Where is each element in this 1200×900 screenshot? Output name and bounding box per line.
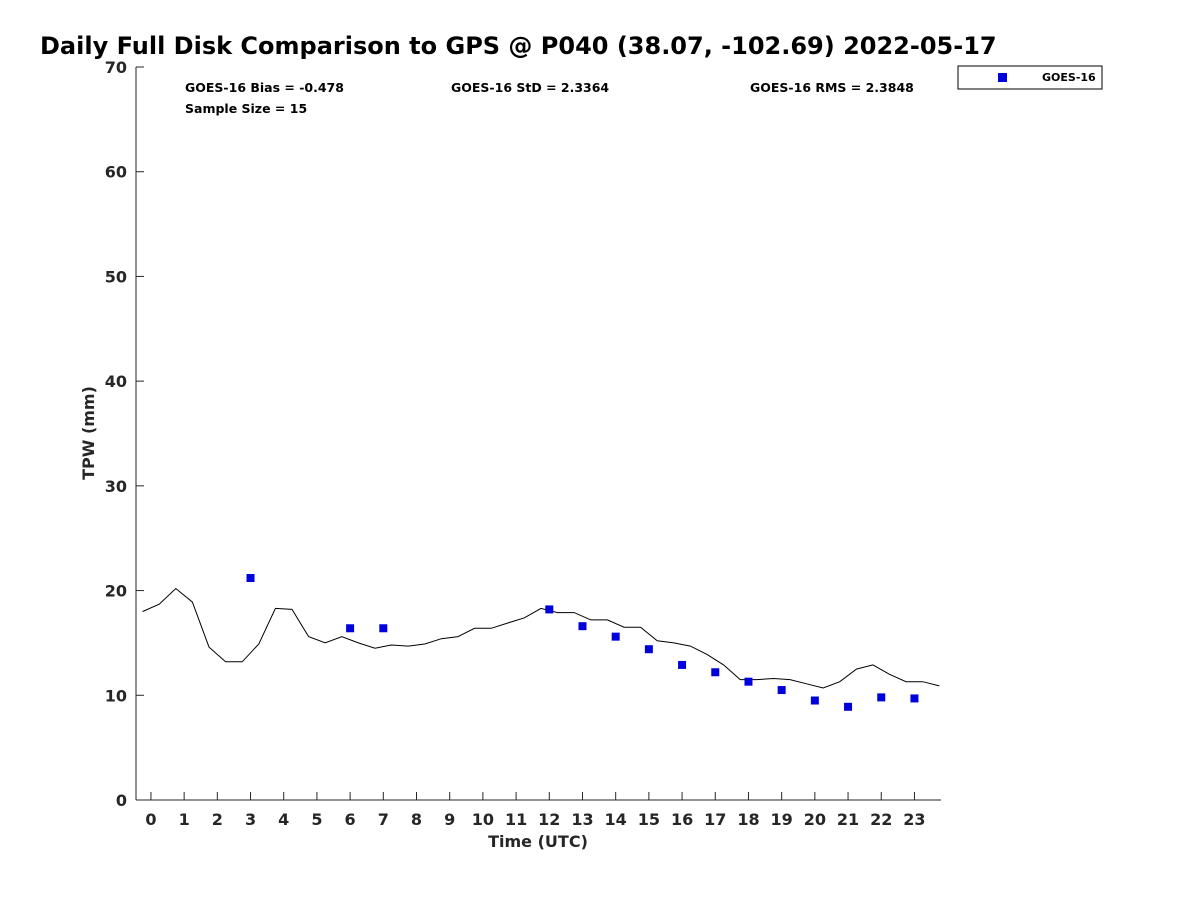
x-tick-label: 7 xyxy=(378,810,389,829)
x-tick-label: 5 xyxy=(311,810,322,829)
x-tick-label: 19 xyxy=(771,810,793,829)
x-tick-label: 21 xyxy=(837,810,859,829)
y-tick-label: 50 xyxy=(105,267,127,286)
legend-marker xyxy=(998,73,1007,82)
y-axis-label: TPW (mm) xyxy=(79,386,98,480)
y-axis-ticks: 0 10 20 30 40 50 60 70 xyxy=(105,58,144,810)
goes16-point xyxy=(578,622,587,631)
y-tick-label: 60 xyxy=(105,163,127,182)
goes16-point xyxy=(777,686,786,695)
x-tick-label: 14 xyxy=(605,810,627,829)
goes16-point xyxy=(744,677,753,686)
y-tick-label: 10 xyxy=(105,686,127,705)
x-tick-label: 10 xyxy=(472,810,494,829)
goes16-point xyxy=(379,624,388,633)
x-tick-label: 6 xyxy=(345,810,356,829)
goes16-point xyxy=(644,645,653,654)
x-tick-label: 3 xyxy=(245,810,256,829)
x-tick-label: 13 xyxy=(571,810,593,829)
y-tick-label: 20 xyxy=(105,582,127,601)
x-tick-label: 15 xyxy=(638,810,660,829)
legend-label-goes16: GOES-16 xyxy=(1042,71,1096,84)
goes16-point xyxy=(877,693,886,702)
x-tick-label: 4 xyxy=(278,810,289,829)
legend: GOES-16 xyxy=(957,65,1103,90)
x-tick-label: 16 xyxy=(671,810,693,829)
x-axis-label: Time (UTC) xyxy=(488,832,588,851)
goes16-point xyxy=(844,702,853,711)
goes16-point-layer xyxy=(246,574,919,711)
legend-box xyxy=(957,65,1103,90)
x-tick-label: 11 xyxy=(505,810,527,829)
rms-stat: GOES-16 RMS = 2.3848 xyxy=(750,80,914,95)
sample-size-stat: Sample Size = 15 xyxy=(185,101,307,116)
x-tick-label: 9 xyxy=(444,810,455,829)
x-tick-label: 1 xyxy=(179,810,190,829)
goes16-point xyxy=(246,574,255,583)
x-tick-label: 2 xyxy=(212,810,223,829)
plot-axes xyxy=(135,67,941,801)
goes16-point xyxy=(545,605,554,614)
bias-stat: GOES-16 Bias = -0.478 xyxy=(185,80,344,95)
gps-tpw-line xyxy=(142,587,940,689)
x-tick-label: 12 xyxy=(538,810,560,829)
y-tick-label: 70 xyxy=(105,58,127,77)
x-tick-label: 18 xyxy=(737,810,759,829)
goes16-point xyxy=(810,696,819,705)
y-tick-label: 40 xyxy=(105,372,127,391)
x-tick-label: 0 xyxy=(145,810,156,829)
x-tick-label: 23 xyxy=(903,810,925,829)
x-tick-label: 8 xyxy=(411,810,422,829)
goes16-point xyxy=(611,632,620,641)
x-tick-label: 20 xyxy=(804,810,826,829)
gps-line-layer xyxy=(142,587,940,689)
y-tick-label: 30 xyxy=(105,477,127,496)
x-tick-label: 22 xyxy=(870,810,892,829)
goes16-point xyxy=(711,668,720,677)
goes16-point xyxy=(910,694,919,703)
y-tick-label: 0 xyxy=(116,791,127,810)
goes16-point xyxy=(346,624,355,633)
x-tick-label: 17 xyxy=(704,810,726,829)
std-stat: GOES-16 StD = 2.3364 xyxy=(451,80,609,95)
chart-title: Daily Full Disk Comparison to GPS @ P040… xyxy=(40,32,997,60)
goes16-point xyxy=(678,660,687,669)
x-axis-ticks: 0 1 2 3 4 5 6 7 8 9 10 11 12 13 14 15 16 17 18 19 20 21 22 23 xyxy=(145,792,926,829)
